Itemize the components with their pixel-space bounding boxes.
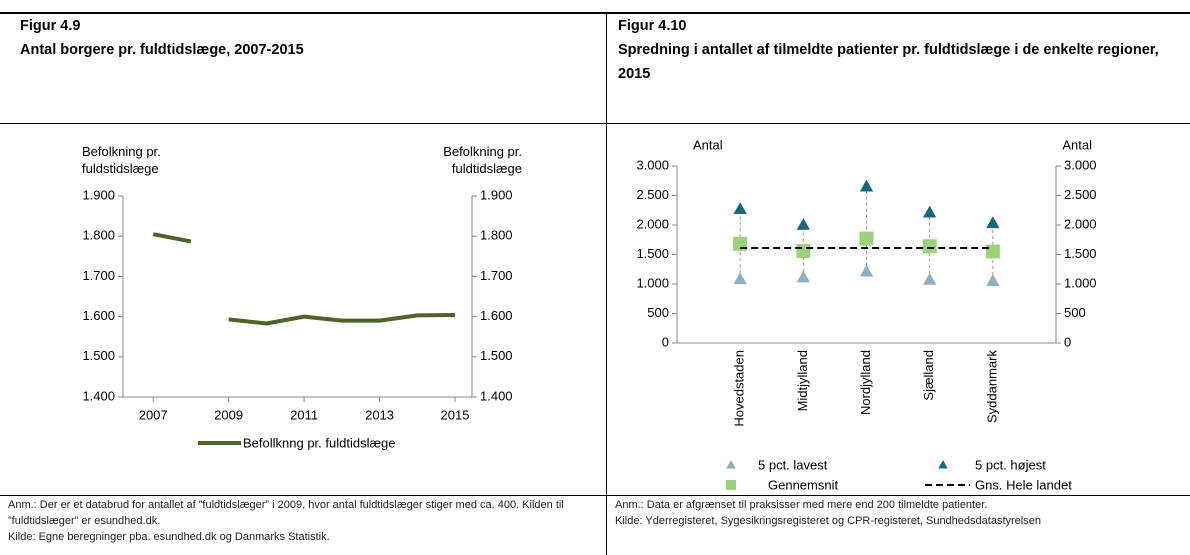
y2-tick-label: 3.000 [1064, 157, 1097, 172]
y-tick-label: 1.500 [636, 246, 669, 261]
y2-tick-label: 1.500 [1064, 246, 1097, 261]
y2-axis-label: Befolkning pr. fuldtidslæge [443, 144, 522, 176]
marker [733, 202, 747, 214]
y2-tick-label: 1.000 [1064, 275, 1097, 290]
marker [796, 218, 810, 230]
y-axis-label: Antal [693, 137, 723, 152]
marker [733, 272, 747, 285]
notes: Anm.: Data er afgrænset til praksisser m… [615, 497, 1187, 529]
x-tick-label: Sjælland [921, 350, 936, 401]
y-tick-label: 0 [662, 334, 669, 349]
legend-swatch [726, 480, 736, 490]
y2-tick-label: 1.900 [480, 187, 513, 202]
y2-tick-label: 2.000 [1064, 216, 1097, 231]
y2-axis-label: Antal [1062, 137, 1092, 152]
x-tick-label: 2007 [139, 407, 168, 422]
y2-tick-label: 1.400 [480, 388, 513, 403]
y-tick-label: 1.400 [82, 388, 115, 403]
x-tick-label: Syddanmark [984, 350, 999, 423]
y2-tick-label: 1.800 [480, 228, 513, 243]
y-tick-label: 1.000 [636, 275, 669, 290]
y2-tick-label: 1.700 [480, 268, 513, 283]
legend-swatch [726, 460, 736, 469]
note: Kilde: Egne beregninger pba. esundhed.dk… [8, 531, 330, 543]
y-tick-label: 1.600 [82, 308, 115, 323]
y-tick-label: 500 [647, 305, 669, 320]
legend-label: 5 pct. lavest [758, 457, 828, 472]
figure-label: Figur 4.10 [618, 18, 687, 34]
marker [859, 179, 874, 192]
marker [923, 272, 937, 285]
marker [986, 216, 1000, 229]
figure-title: Antal borgere pr. fuldtidslæge, 2007-201… [20, 42, 304, 58]
marker [986, 274, 1000, 286]
y2-tick-label: 500 [1064, 305, 1086, 320]
x-tick-label: Nordjylland [858, 350, 873, 415]
y-tick-label: 1.800 [82, 228, 115, 243]
y-tick-label: 1.500 [82, 348, 115, 363]
x-tick-label: 2009 [214, 407, 243, 422]
x-tick-label: 2015 [441, 407, 470, 422]
marker [796, 243, 811, 258]
x-tick-label: 2013 [365, 407, 394, 422]
note: Anm.: Data er afgrænset til praksisser m… [615, 499, 988, 511]
x-tick-label: Midtjylland [795, 350, 810, 411]
marker [923, 205, 937, 218]
marker [922, 239, 937, 254]
legend-swatch [938, 460, 948, 469]
x-tick-label: Hovedstaden [732, 350, 747, 427]
y2-tick-label: 1.600 [480, 308, 513, 323]
note: Anm.: Der er et databrud for antallet af… [8, 499, 564, 527]
marker [859, 231, 874, 246]
marker [859, 264, 874, 277]
legend-label: Gennemsnit [768, 477, 838, 492]
marker [796, 270, 810, 283]
note: Kilde: Yderregisteret, Sygesikringsregis… [615, 515, 1041, 527]
legend-label: Gns. Hele landet [975, 477, 1072, 492]
legend-label: Befollknng pr. fuldtidslæge [243, 435, 395, 450]
y-tick-label: 2.000 [636, 216, 669, 231]
y-tick-label: 2.500 [636, 187, 669, 202]
y2-tick-label: 0 [1064, 334, 1071, 349]
y2-tick-label: 2.500 [1064, 187, 1097, 202]
marker [985, 244, 1000, 259]
x-tick-label: 2011 [290, 407, 318, 422]
legend-label: 5 pct. højest [975, 457, 1046, 472]
data-line [152, 232, 456, 326]
y-tick-label: 1.900 [82, 187, 115, 202]
y2-tick-label: 1.500 [480, 348, 513, 363]
notes: Anm.: Der er et databrud for antallet af… [8, 497, 602, 545]
figure-label: Figur 4.9 [20, 18, 81, 34]
y-tick-label: 3.000 [636, 157, 669, 172]
y-tick-label: 1.700 [82, 268, 115, 283]
y-axis-label: Befolkning pr. fuldstidslæge [82, 144, 161, 176]
figure-title: Spredning i antallet af tilmeldte patien… [618, 42, 1159, 82]
